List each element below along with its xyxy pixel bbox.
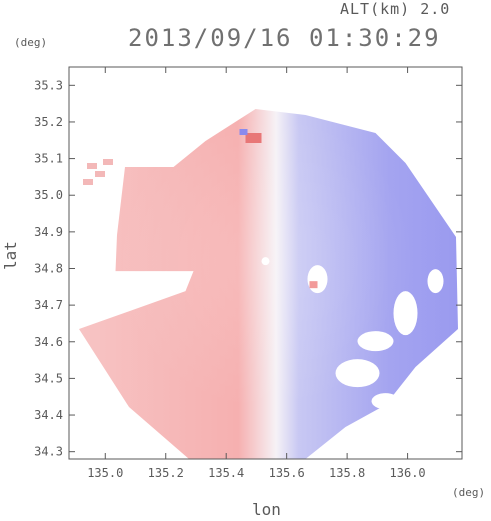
- radar-site-gap: [261, 257, 270, 266]
- echo-speckle: [103, 159, 113, 165]
- y-axis-ticks: 34.3 34.4 34.5 34.6 34.7 34.8 34.9 35.0 35.1 35.2…: [34, 78, 462, 459]
- y-tick-label: 34.3: [34, 445, 63, 459]
- echo-speckle: [83, 179, 93, 185]
- y-tick-label: 35.0: [34, 188, 63, 202]
- echo-patch: [245, 133, 262, 143]
- y-tick-label: 34.6: [34, 335, 63, 349]
- y-tick-label: 34.8: [34, 261, 63, 275]
- chart-title-timestamp: 2013/09/16 01:30:29: [128, 24, 441, 52]
- echo-gap: [357, 331, 394, 352]
- x-tick-label: 135.2: [148, 466, 184, 480]
- x-tick-label: 135.8: [329, 466, 365, 480]
- x-tick-label: 135.0: [87, 466, 123, 480]
- velocity-field: [79, 109, 458, 459]
- echo-patch: [307, 265, 328, 294]
- echo-patch: [309, 281, 318, 289]
- x-axis-label: lon: [252, 500, 281, 519]
- x-tick-label: 136.0: [390, 466, 426, 480]
- x-axis-ticks: 135.0 135.2 135.4 135.6 135.8 136.0: [87, 67, 426, 480]
- y-tick-label: 35.3: [34, 78, 63, 92]
- x-unit-label: (deg): [452, 486, 486, 499]
- echo-gap: [427, 269, 444, 294]
- plot-frame: [68, 66, 463, 460]
- echo-patch: [239, 129, 248, 135]
- y-tick-label: 35.1: [34, 152, 63, 166]
- y-tick-label: 34.5: [34, 371, 63, 385]
- y-unit-label: (deg): [14, 36, 48, 49]
- echo-speckle: [95, 171, 105, 177]
- y-tick-label: 34.7: [34, 298, 63, 312]
- x-tick-label: 135.4: [208, 466, 244, 480]
- y-tick-label: 34.9: [34, 225, 63, 239]
- y-tick-label: 34.4: [34, 408, 63, 422]
- echo-gap: [371, 393, 400, 410]
- x-tick-label: 135.6: [269, 466, 305, 480]
- y-tick-label: 35.2: [34, 115, 63, 129]
- altitude-label: ALT(km) 2.0: [340, 0, 451, 18]
- echo-gap: [393, 291, 418, 336]
- echo-speckle: [87, 163, 97, 169]
- echo-gap: [335, 359, 380, 388]
